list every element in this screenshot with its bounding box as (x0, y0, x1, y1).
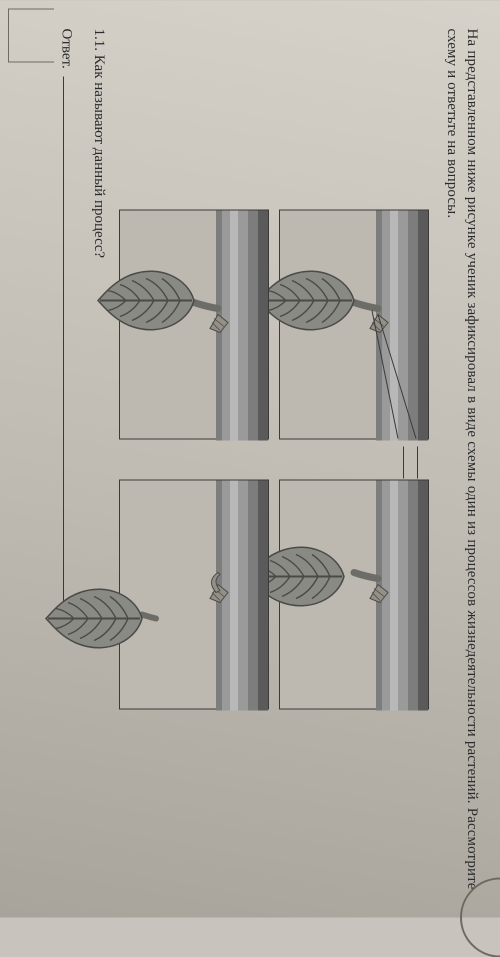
corner-box-decor (8, 8, 54, 62)
diagram-panel (120, 209, 270, 439)
leaf (99, 270, 219, 329)
diagram-panel: пробковый слой разделительный слой (280, 209, 430, 439)
panel-svg (279, 480, 429, 710)
intro-text: На представленном ниже рисунке ученик за… (442, 28, 483, 889)
question-text: Как называют данный процесс? (92, 54, 108, 257)
diagram-panel (280, 479, 430, 709)
panel-svg (119, 480, 269, 710)
question-number: 1.1. (92, 28, 108, 51)
leaf (259, 270, 379, 329)
panel-svg (119, 210, 269, 440)
answer-label: Ответ. (59, 28, 75, 68)
figure-grid: пробковый слой разделительный слой (120, 209, 430, 709)
answer-blank (63, 76, 77, 636)
answer-line: Ответ. (58, 28, 77, 889)
question-line: 1.1. Как называют данный процесс? (91, 28, 108, 889)
figure-wrapper: пробковый слой разделительный слой (120, 28, 430, 889)
diagram-panel (120, 479, 270, 709)
panel-svg (279, 210, 429, 440)
